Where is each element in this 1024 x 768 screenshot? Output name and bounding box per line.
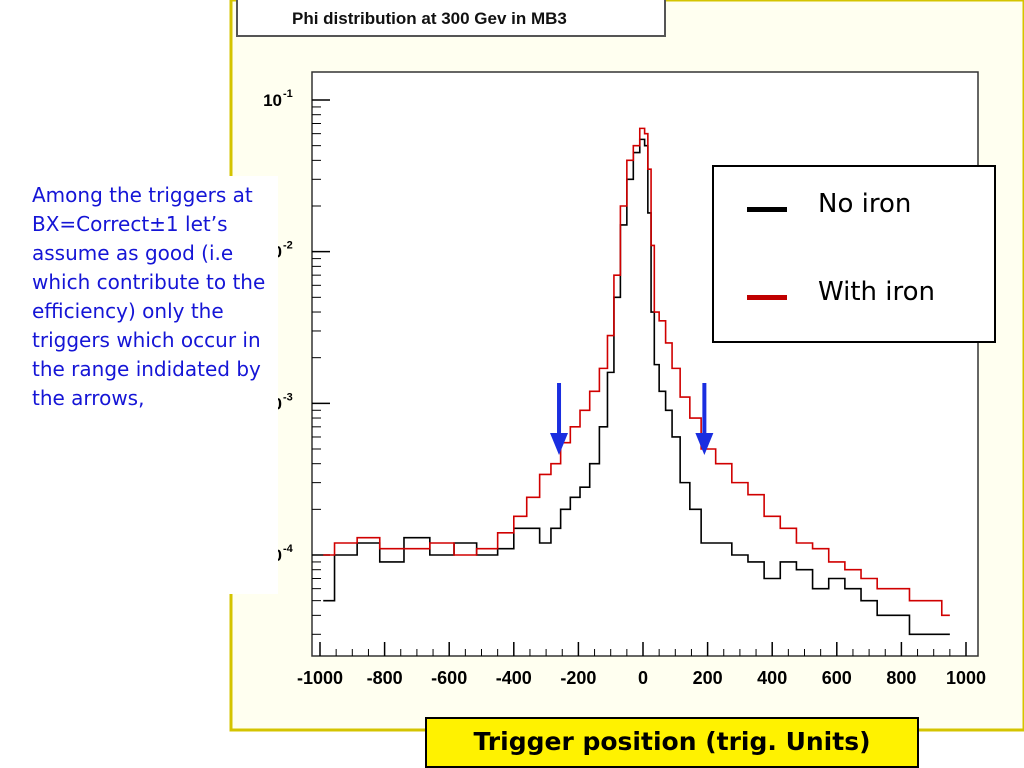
range-arrow-head bbox=[550, 433, 569, 455]
x-tick-label: -800 bbox=[367, 668, 403, 688]
x-tick-label: 600 bbox=[822, 668, 852, 688]
plot-layer: 10-10-20-30-4-1000-800-600-400-200020040… bbox=[263, 88, 986, 688]
x-tick-label: 200 bbox=[693, 668, 723, 688]
x-tick-label: -600 bbox=[431, 668, 467, 688]
range-arrow-head bbox=[695, 433, 714, 455]
series-line-with-iron bbox=[323, 127, 950, 617]
series-line-no-iron bbox=[323, 138, 950, 636]
y-tick-exponent: -4 bbox=[283, 543, 294, 555]
annotation-note: Among the triggers at BX=Correct±1 let’s… bbox=[26, 176, 278, 594]
legend-label-with-iron: With iron bbox=[818, 277, 936, 307]
x-tick-label: -1000 bbox=[297, 668, 343, 688]
x-tick-label: -200 bbox=[560, 668, 596, 688]
y-tick-label: 10 bbox=[263, 91, 282, 110]
x-tick-label: 1000 bbox=[946, 668, 986, 688]
x-axis-label: Trigger position (trig. Units) bbox=[425, 717, 919, 768]
x-tick-label: -400 bbox=[496, 668, 532, 688]
legend-item-no-iron: No iron bbox=[714, 189, 994, 229]
x-tick-label: 400 bbox=[757, 668, 787, 688]
x-tick-label: 800 bbox=[886, 668, 916, 688]
y-tick-exponent: -3 bbox=[283, 391, 293, 403]
plot-frame bbox=[311, 71, 979, 657]
legend-label-no-iron: No iron bbox=[818, 189, 912, 219]
legend-item-with-iron: With iron bbox=[714, 277, 994, 317]
y-tick-exponent: -1 bbox=[283, 88, 293, 100]
legend-swatch-no-iron bbox=[747, 207, 787, 212]
legend-swatch-with-iron bbox=[747, 295, 787, 300]
chart-title: Phi distribution at 300 Gev in MB3 bbox=[236, 0, 666, 37]
legend: No iron With iron bbox=[712, 165, 996, 343]
y-tick-exponent: -2 bbox=[283, 240, 293, 252]
x-tick-label: 0 bbox=[638, 668, 648, 688]
